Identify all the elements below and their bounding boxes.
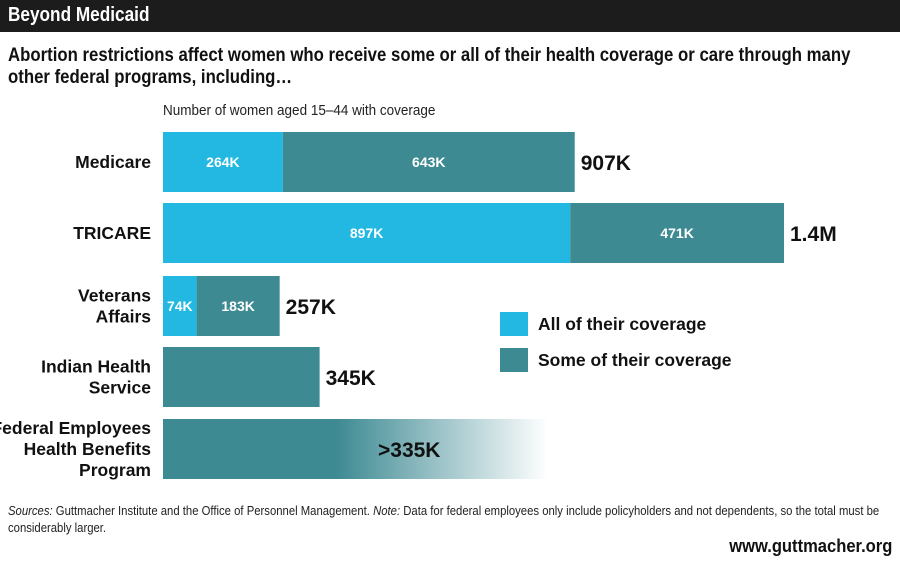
bar-all-coverage [163, 276, 197, 336]
sources-label: Sources: [8, 503, 53, 518]
title-banner: Beyond Medicaid [0, 0, 900, 32]
category-label: Veterans [78, 286, 151, 306]
category-label: Program [79, 460, 151, 480]
segment-label: 183K [221, 298, 254, 314]
category-label: Federal Employees [0, 418, 151, 438]
legend-label: All of their coverage [538, 314, 707, 334]
legend-swatch [500, 348, 528, 372]
category-label: Health Benefits [24, 439, 152, 459]
note-text: Data for federal employees only include … [8, 503, 880, 535]
segment-label: 264K [206, 154, 239, 170]
category-label: Indian Health [41, 357, 151, 377]
bar-some-coverage [196, 276, 280, 336]
bar-all-coverage [163, 203, 571, 263]
legend-swatch [500, 312, 528, 336]
total-label: 345K [326, 367, 376, 390]
footnote: Sources: Guttmacher Institute and the Of… [8, 502, 891, 536]
bar-some-coverage [282, 132, 575, 192]
segment-label: 471K [660, 225, 693, 241]
page-title: Beyond Medicaid [8, 4, 150, 26]
total-label: 257K [286, 296, 336, 319]
segment-label: 897K [350, 225, 383, 241]
total-label: 1.4M [790, 223, 837, 246]
category-label: Medicare [75, 152, 151, 172]
category-label: Service [89, 378, 152, 398]
website-link[interactable]: www.guttmacher.org [728, 536, 892, 556]
total-label: 907K [581, 152, 631, 175]
legend-label: Some of their coverage [538, 350, 732, 370]
chart-subtitle: Abortion restrictions affect women who r… [8, 44, 851, 88]
bar-some-coverage [570, 203, 784, 263]
total-label: >335K [378, 439, 440, 462]
category-label: TRICARE [73, 223, 151, 243]
category-label: Affairs [96, 307, 152, 327]
segment-label: 643K [412, 154, 445, 170]
bar-some-coverage [163, 347, 320, 407]
bar-all-coverage [163, 132, 283, 192]
note-label: Note: [373, 503, 401, 518]
axis-caption: Number of women aged 15–44 with coverage [163, 102, 436, 119]
bar-chart: Medicare 264K 643K 907K TRICARE 897K 471K 1.4M V… [0, 132, 837, 480]
sources-text: Guttmacher Institute and the Office of P… [52, 503, 374, 518]
segment-label: 74K [167, 298, 193, 314]
bar-some-coverage [163, 419, 548, 479]
